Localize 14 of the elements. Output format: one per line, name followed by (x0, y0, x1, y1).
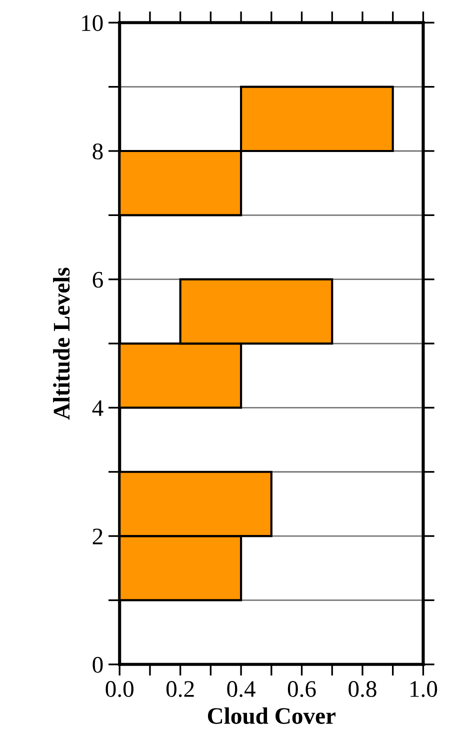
x-tick-label: 0.6 (288, 681, 316, 698)
x-tick-label: 0.8 (348, 681, 376, 698)
y-tick-label: 0 (92, 656, 103, 673)
y-tick-label: 2 (92, 528, 102, 544)
y-axis-title: Altitude Levels (53, 268, 70, 420)
x-tick-label: 1.0 (410, 681, 438, 698)
y-tick-label: 6 (92, 272, 103, 288)
x-tick-label: 0.2 (166, 681, 194, 698)
y-tick-label: 8 (92, 143, 103, 160)
y-tick-label: 10 (82, 15, 103, 32)
x-tick-label: 0.0 (106, 681, 134, 698)
x-tick-label: 0.4 (227, 681, 256, 698)
y-tick-label: 4 (92, 400, 104, 416)
x-axis-title: Cloud Cover (208, 707, 336, 724)
